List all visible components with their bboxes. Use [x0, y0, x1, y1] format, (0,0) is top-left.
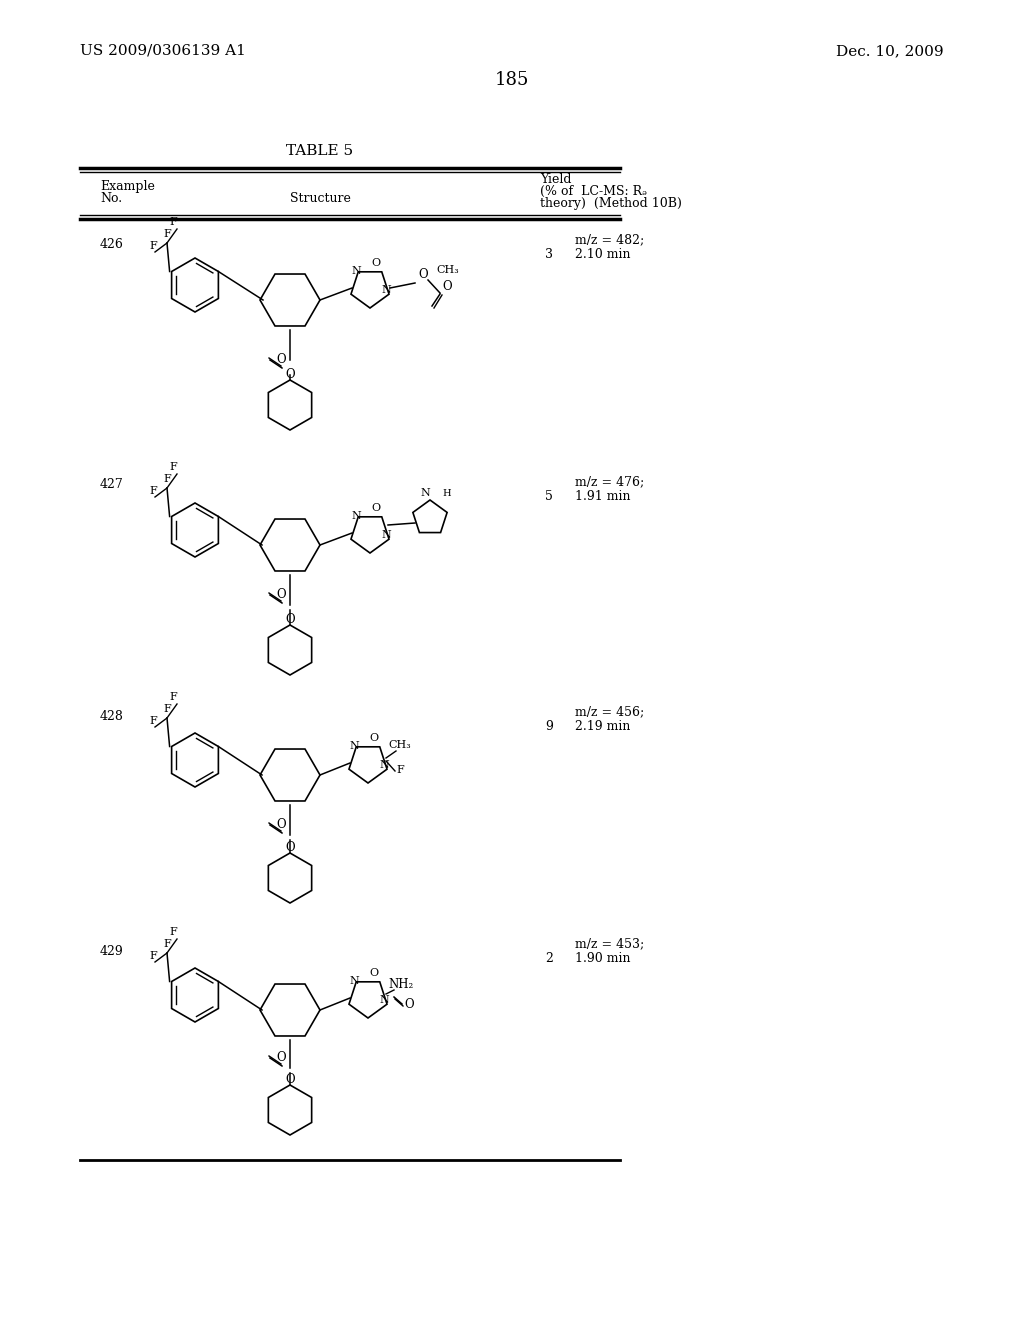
Text: TABLE 5: TABLE 5	[287, 144, 353, 158]
Text: O: O	[418, 268, 428, 281]
Text: m/z = 476;
1.91 min: m/z = 476; 1.91 min	[575, 475, 644, 503]
Text: O: O	[370, 733, 379, 743]
Text: CH₃: CH₃	[388, 741, 411, 750]
Text: Example: Example	[100, 180, 155, 193]
Text: m/z = 456;
2.19 min: m/z = 456; 2.19 min	[575, 705, 644, 733]
Text: F: F	[169, 927, 177, 937]
Text: F: F	[150, 242, 157, 251]
Text: O: O	[372, 257, 381, 268]
Text: m/z = 453;
1.90 min: m/z = 453; 1.90 min	[575, 937, 644, 965]
Text: N: N	[349, 741, 358, 751]
Text: 2: 2	[545, 952, 553, 965]
Text: N: N	[379, 760, 389, 770]
Text: F: F	[169, 216, 177, 227]
Text: O: O	[370, 968, 379, 978]
Text: US 2009/0306139 A1: US 2009/0306139 A1	[80, 44, 246, 58]
Text: N: N	[420, 488, 430, 498]
Text: NH₂: NH₂	[388, 978, 414, 991]
Text: 429: 429	[100, 945, 124, 958]
Text: F: F	[163, 939, 171, 949]
Text: N: N	[379, 995, 389, 1005]
Text: F: F	[169, 462, 177, 473]
Text: O: O	[286, 841, 295, 854]
Text: O: O	[276, 818, 286, 832]
Text: O: O	[404, 998, 414, 1011]
Text: Structure: Structure	[290, 191, 351, 205]
Text: 185: 185	[495, 71, 529, 88]
Text: F: F	[163, 474, 171, 484]
Text: F: F	[163, 228, 171, 239]
Text: O: O	[286, 612, 295, 626]
Text: H: H	[442, 488, 451, 498]
Text: O: O	[372, 503, 381, 513]
Text: CH₃: CH₃	[436, 265, 459, 275]
Text: N: N	[381, 531, 391, 540]
Text: O: O	[286, 368, 295, 381]
Text: N: N	[351, 267, 360, 276]
Text: 428: 428	[100, 710, 124, 723]
Text: Dec. 10, 2009: Dec. 10, 2009	[837, 44, 944, 58]
Text: N: N	[349, 975, 358, 986]
Text: 9: 9	[545, 719, 553, 733]
Text: O: O	[276, 1051, 286, 1064]
Text: Yield: Yield	[540, 173, 571, 186]
Text: F: F	[150, 950, 157, 961]
Text: N: N	[381, 285, 391, 294]
Text: 5: 5	[545, 490, 553, 503]
Text: F: F	[396, 766, 403, 775]
Text: O: O	[276, 587, 286, 601]
Text: 427: 427	[100, 478, 124, 491]
Text: m/z = 482;
2.10 min: m/z = 482; 2.10 min	[575, 234, 644, 261]
Text: 426: 426	[100, 238, 124, 251]
Text: O: O	[276, 352, 286, 366]
Text: N: N	[351, 511, 360, 521]
Text: F: F	[163, 704, 171, 714]
Text: (% of  LC-MS: Rₔ: (% of LC-MS: Rₔ	[540, 185, 647, 198]
Text: O: O	[442, 280, 452, 293]
Text: theory)  (Method 10B): theory) (Method 10B)	[540, 197, 682, 210]
Text: F: F	[150, 486, 157, 496]
Text: O: O	[286, 1073, 295, 1086]
Text: 3: 3	[545, 248, 553, 261]
Text: F: F	[150, 715, 157, 726]
Text: No.: No.	[100, 191, 122, 205]
Text: F: F	[169, 692, 177, 702]
